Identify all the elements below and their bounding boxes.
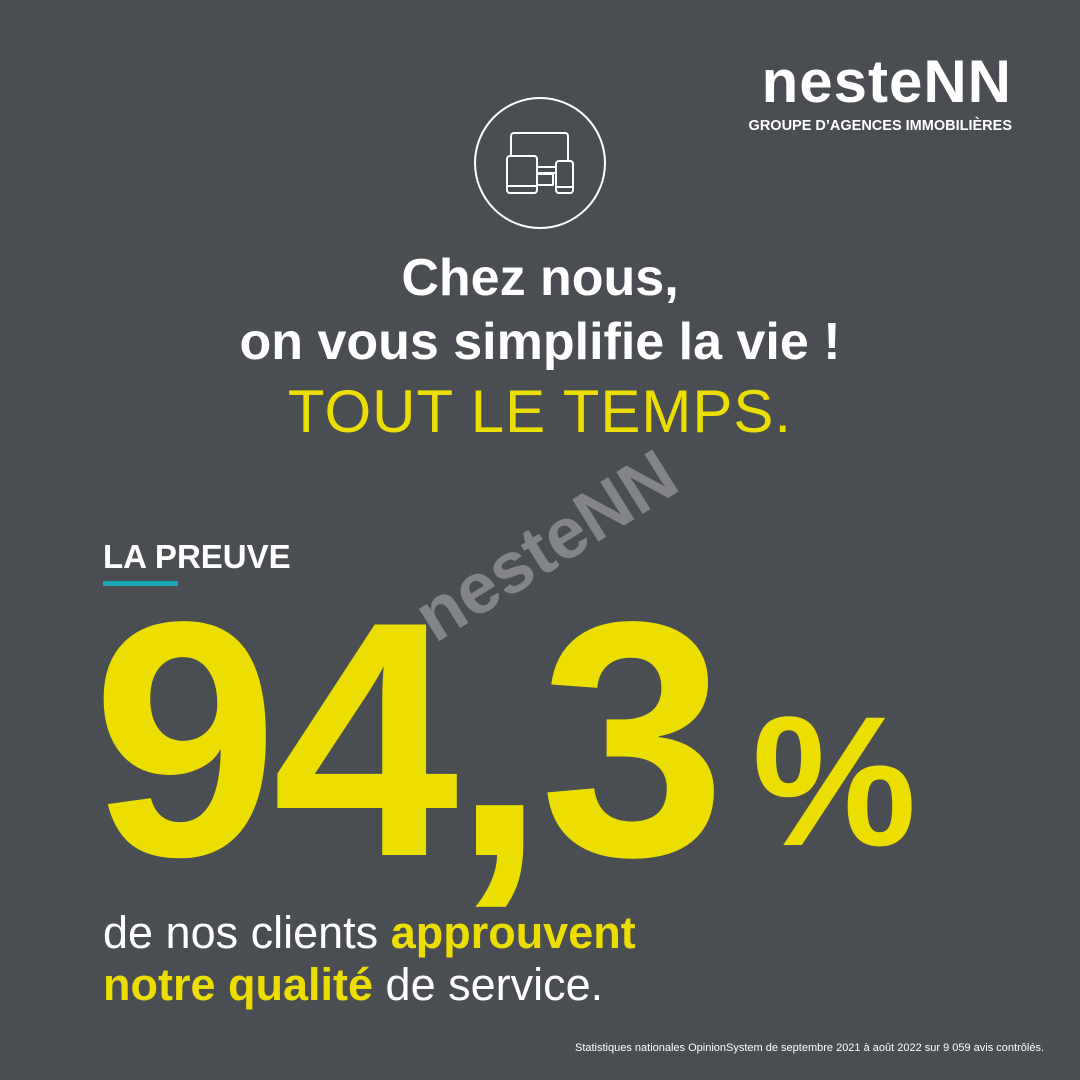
proof-label: LA PREUVE xyxy=(103,538,291,575)
logo-tagline: GROUPE D’AGENCES IMMOBILIÈRES xyxy=(748,118,1012,134)
body-line: notre qualité de service. xyxy=(103,962,603,1007)
body-line: de nos clients approuvent xyxy=(103,910,636,955)
headline-line: on vous simplifie la vie ! xyxy=(239,313,841,371)
body-text: de nos clients xyxy=(103,907,379,958)
stat-number: 94,3 xyxy=(92,552,726,926)
body-highlight: notre qualité xyxy=(103,959,374,1010)
devices-icon xyxy=(474,97,606,229)
logo-name: nesteNN xyxy=(761,48,1012,115)
headline-line: Chez nous, xyxy=(401,249,679,307)
body-text: de service. xyxy=(385,959,604,1010)
label-underline xyxy=(103,581,178,586)
footnote: Statistiques nationales OpinionSystem de… xyxy=(574,1042,1044,1054)
body-highlight: approuvent xyxy=(390,907,636,958)
headline-accent: TOUT LE TEMPS. xyxy=(287,378,793,445)
stat-unit: % xyxy=(752,679,917,885)
